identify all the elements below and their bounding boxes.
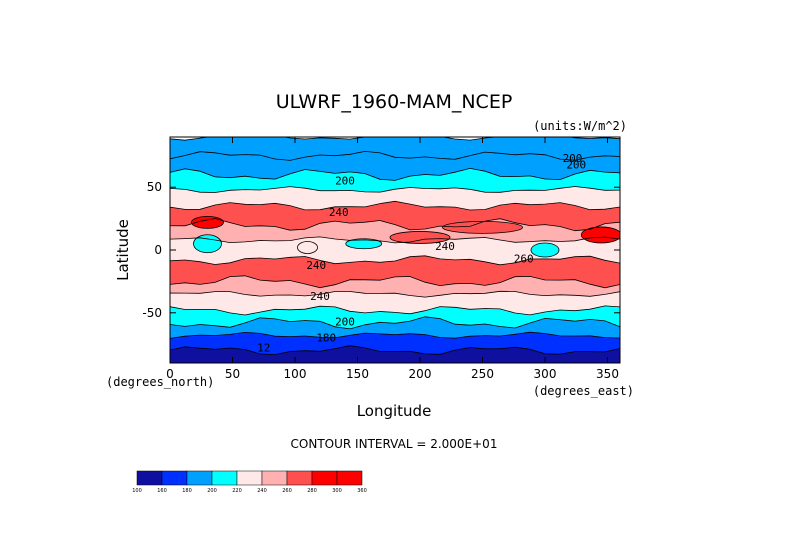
chart-title: ULWRF_1960-MAM_NCEP xyxy=(276,91,513,113)
field-feature xyxy=(530,242,560,258)
contour-line xyxy=(170,200,620,211)
y-tick-label: 50 xyxy=(147,180,162,194)
contour-lines xyxy=(170,137,620,356)
shaded-field xyxy=(170,137,620,363)
contour-label: 12 xyxy=(257,342,270,355)
field-band xyxy=(170,345,620,363)
legend-bound-label: 180 xyxy=(182,488,192,494)
contour-line xyxy=(170,331,620,339)
color-legend: 100 160 180 200 220 240 260 280 300 360 xyxy=(132,470,367,494)
field-feature xyxy=(345,238,383,250)
contour-line xyxy=(170,345,620,356)
legend-bound-label: 160 xyxy=(157,488,167,494)
contour-line xyxy=(170,236,620,244)
legend-swatch xyxy=(236,470,263,486)
x-tick-label: 350 xyxy=(596,367,619,381)
x-axis-label: Longitude xyxy=(357,402,432,420)
contour-label: 260 xyxy=(514,253,534,266)
x-tick-label: 100 xyxy=(284,367,307,381)
contour-interval-text: CONTOUR INTERVAL = 2.000E+01 xyxy=(291,437,498,451)
legend-swatch xyxy=(261,470,288,486)
legend-bound-label: 280 xyxy=(307,488,317,494)
field-band xyxy=(170,151,620,183)
field-feature xyxy=(193,234,222,254)
field-feature xyxy=(580,226,620,244)
contour-label: 240 xyxy=(435,240,455,253)
contour-label: 200 xyxy=(566,158,586,171)
legend-swatch xyxy=(211,470,238,486)
y-tick-label: 0 xyxy=(154,243,162,257)
contour-label: 200 xyxy=(563,152,583,165)
legend-bound-label: 200 xyxy=(207,488,217,494)
contour-line xyxy=(170,316,620,330)
units-label: (units:W/m^2) xyxy=(533,119,627,133)
legend-bound-label: 240 xyxy=(257,488,267,494)
legend-swatch xyxy=(136,470,163,486)
x-axis-ticks: 0 50 100 150 200 250 300 350 xyxy=(166,137,619,381)
y-tick-label: -50 xyxy=(142,306,162,320)
legend-swatch xyxy=(311,470,338,486)
contour-line xyxy=(170,255,620,266)
x-tick-label: 0 xyxy=(166,367,174,381)
x-tick-label: 150 xyxy=(346,367,369,381)
contour-line xyxy=(170,290,620,298)
y-axis-ticks: -50 0 50 xyxy=(142,180,620,320)
y-unit-label: (degrees_north) xyxy=(106,375,214,389)
legend-swatch xyxy=(161,470,188,486)
contour-line xyxy=(170,275,620,289)
contour-label: 240 xyxy=(310,290,330,303)
x-tick-label: 300 xyxy=(534,367,557,381)
legend-bound-label: 260 xyxy=(282,488,292,494)
y-axis-label: Latitude xyxy=(114,219,132,281)
x-tick-label: 200 xyxy=(409,367,432,381)
legend-bound-label: 220 xyxy=(232,488,242,494)
contour-line xyxy=(170,218,620,232)
x-unit-label: (degrees_east) xyxy=(533,384,634,398)
contour-line xyxy=(170,167,620,181)
contour-line xyxy=(170,150,620,161)
legend-bound-label: 100 xyxy=(132,488,142,494)
field-feature xyxy=(389,231,451,244)
x-tick-label: 250 xyxy=(471,367,494,381)
contour-label: 180 xyxy=(316,332,336,345)
x-tick-label: 50 xyxy=(225,367,240,381)
contour-label: 200 xyxy=(335,315,355,328)
legend-bound-label: 360 xyxy=(357,488,367,494)
contour-line xyxy=(170,305,620,316)
field-feature xyxy=(191,215,224,229)
field-feature xyxy=(297,241,318,254)
field-feature xyxy=(442,220,523,234)
contour-label: 240 xyxy=(306,259,326,272)
contour-label: 240 xyxy=(329,206,349,219)
legend-bound-label: 300 xyxy=(332,488,342,494)
legend-swatch xyxy=(286,470,313,486)
contour-label: 200 xyxy=(335,175,355,188)
contour-line xyxy=(170,186,620,193)
legend-swatch xyxy=(336,470,363,486)
legend-swatch xyxy=(186,470,213,486)
